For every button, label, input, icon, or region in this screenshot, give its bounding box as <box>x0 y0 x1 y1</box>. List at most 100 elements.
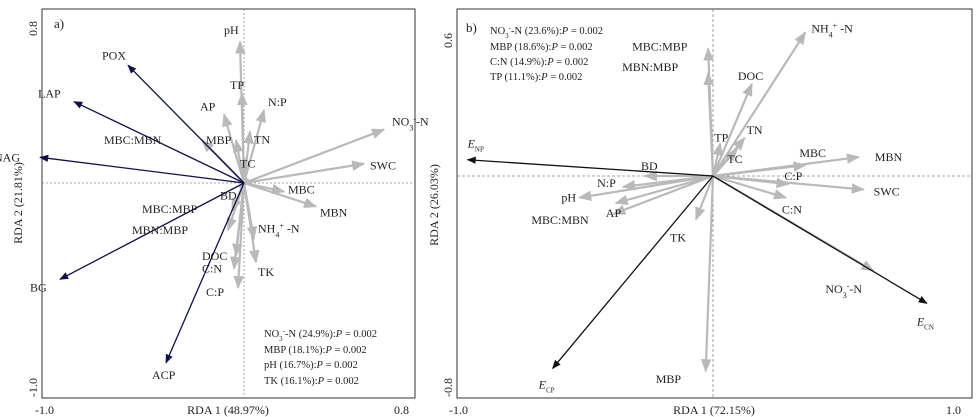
explanatory-arrow-ap <box>614 174 714 205</box>
response-arrow-acp <box>165 182 245 364</box>
vector-label-swc: SWC <box>874 185 900 199</box>
vector-label-mbc-mbn: MBC:MBN <box>104 133 162 147</box>
panel-b-label: b) <box>466 20 477 35</box>
response-arrow-bg <box>59 182 245 280</box>
vector-label-tk: TK <box>670 230 686 244</box>
panel-b-frame <box>456 8 973 399</box>
vector-label-no3-n: NO3--N <box>825 281 862 299</box>
explanatory-arrow-c-p <box>233 182 246 290</box>
vector-label-mbp: MBP <box>206 133 232 147</box>
panel-a-xtick-max: 0.8 <box>394 403 409 417</box>
vector-label-n-p: N:P <box>597 176 616 190</box>
explanatory-arrow-ph <box>578 174 714 201</box>
response-arrow-enp <box>466 156 714 177</box>
vector-label-doc: DOC <box>738 69 763 83</box>
explanatory-arrow-mbp <box>700 175 715 373</box>
vector-label-bg: BG <box>30 280 47 294</box>
vector-label-nh4-n: NH4+ -N <box>811 21 853 39</box>
response-arrow-lap <box>73 101 245 184</box>
vector-label-c-n: C:N <box>782 203 802 217</box>
vector-label-mbp: MBP <box>656 372 682 386</box>
vector-label-mbn-mbp: MBN:MBP <box>132 223 188 237</box>
panel-b-annotation-line: C:N (14.9%):P = 0.002 <box>490 57 588 68</box>
vector-label-tn: TN <box>747 123 763 137</box>
panel-b-xtick-max: 1.0 <box>946 403 961 417</box>
vector-label-mbn: MBN <box>320 206 348 220</box>
panel-b-xtick-min: -1.0 <box>449 403 468 417</box>
panel-b-ylabel: RDA 2 (26.03%) <box>427 164 441 246</box>
panel-b-annotation: NO3--N (23.6%):P = 0.002 MBP (18.6%):P =… <box>490 24 603 83</box>
vector-label-mbc-mbn: MBC:MBN <box>531 213 589 227</box>
vector-label-tp: TP <box>230 78 244 92</box>
vector-label-ecp: ECP <box>538 377 555 394</box>
panel-a: pH TP N:P AP TN MBP MBC:MBN TC NO3--N SWC MBC MBN BD… <box>0 8 429 417</box>
panel-a-xlabel: RDA 1 (48.97%) <box>187 403 269 417</box>
vector-label-mbc: MBC <box>288 183 315 197</box>
response-arrow-ecp <box>552 175 714 370</box>
explanatory-arrow-mbn-mbp <box>703 71 715 177</box>
explanatory-arrow-mbn <box>243 181 318 208</box>
panel-b-vector-labels: NH4+ -N DOC MBC:MBP MBN:MBP TP TN TC MBC MBN C:P S… <box>467 21 934 395</box>
vector-label-mbn: MBN <box>875 150 903 164</box>
panel-a-xtick-min: -1.0 <box>35 403 54 417</box>
response-arrow-pox <box>127 64 245 184</box>
panel-a-ytick-max: 0.8 <box>26 21 40 36</box>
vector-label-nag: NAG <box>0 150 20 164</box>
panel-b-annotation-line: NO3--N (23.6%):P = 0.002 <box>490 24 603 40</box>
explanatory-arrow-tk <box>242 182 260 264</box>
panel-b: NH4+ -N DOC MBC:MBP MBN:MBP TP TN TC MBC MBN C:P S… <box>427 8 973 417</box>
vector-label-tk: TK <box>258 265 274 279</box>
vector-label-ph: pH <box>224 23 239 37</box>
response-arrow-ecn <box>712 175 928 304</box>
vector-label-swc: SWC <box>370 159 396 173</box>
panel-a-vectors <box>39 40 386 364</box>
vector-label-ap: AP <box>606 206 622 220</box>
vector-label-tn: TN <box>254 133 270 147</box>
panel-b-ytick-min: -0.8 <box>441 378 455 397</box>
panel-a-ylabel: RDA 2 (21.81%) <box>11 162 25 244</box>
vector-label-c-p: C:P <box>206 285 224 299</box>
vector-label-tc: TC <box>240 156 255 170</box>
vector-label-mbc-mbp: MBC:MBP <box>632 40 688 54</box>
vector-label-mbc: MBC <box>799 146 826 160</box>
vector-label-enp: ENP <box>467 137 484 154</box>
panel-b-vectors <box>466 31 928 373</box>
vector-label-doc: DOC <box>202 249 227 263</box>
explanatory-arrow-doc <box>711 82 753 177</box>
vector-label-tp: TP <box>714 130 728 144</box>
vector-label-n-p: N:P <box>268 95 287 109</box>
panel-a-annotation-line: pH (16.7%):P = 0.002 <box>264 360 358 371</box>
explanatory-arrow-mbn-mbp <box>226 182 246 232</box>
vector-label-bd: BD <box>220 188 237 202</box>
vector-label-acp: ACP <box>152 368 176 382</box>
vector-label-mbc-mbp: MBC:MBP <box>142 202 198 216</box>
vector-label-pox: POX <box>102 48 126 62</box>
explanatory-arrow-c-n <box>712 174 788 200</box>
explanatory-arrow-mbc-mbn <box>612 174 714 215</box>
panel-a-vector-labels: pH TP N:P AP TN MBP MBC:MBN TC NO3--N SWC MBC MBN BD… <box>0 23 429 382</box>
panel-b-xlabel: RDA 1 (72.15%) <box>673 403 755 417</box>
vector-label-ap: AP <box>200 100 216 114</box>
panel-b-ytick-max: 0.6 <box>441 33 455 48</box>
explanatory-arrow-no3-n <box>243 128 386 185</box>
vector-label-ecn: ECN <box>916 314 934 331</box>
panel-a-annotation: NO3--N (24.9%):P = 0.002 MBP (18.1%):P =… <box>264 327 377 387</box>
vector-label-tc: TC <box>727 152 742 166</box>
explanatory-arrow-swc <box>712 174 865 194</box>
explanatory-arrow-tc <box>712 147 739 177</box>
vector-label-nh4-n: NH4+ -N <box>258 221 300 239</box>
panel-a-frame <box>41 8 416 399</box>
panel-a-annotation-line: MBP (18.1%):P = 0.002 <box>264 345 367 356</box>
vector-label-ph: pH <box>561 191 576 205</box>
explanatory-arrow-tp <box>711 142 723 177</box>
explanatory-arrow-n-p <box>242 108 266 184</box>
vector-label-mbn-mbp: MBN:MBP <box>622 60 678 74</box>
vector-label-lap: LAP <box>38 87 61 101</box>
explanatory-arrow-mbn <box>712 153 861 178</box>
vector-label-c-p: C:P <box>784 169 802 183</box>
panel-a-ytick-min: -1.0 <box>26 378 40 397</box>
response-arrow-nag <box>39 154 245 184</box>
explanatory-arrow-tk <box>694 175 715 221</box>
explanatory-arrow-swc <box>243 160 366 185</box>
